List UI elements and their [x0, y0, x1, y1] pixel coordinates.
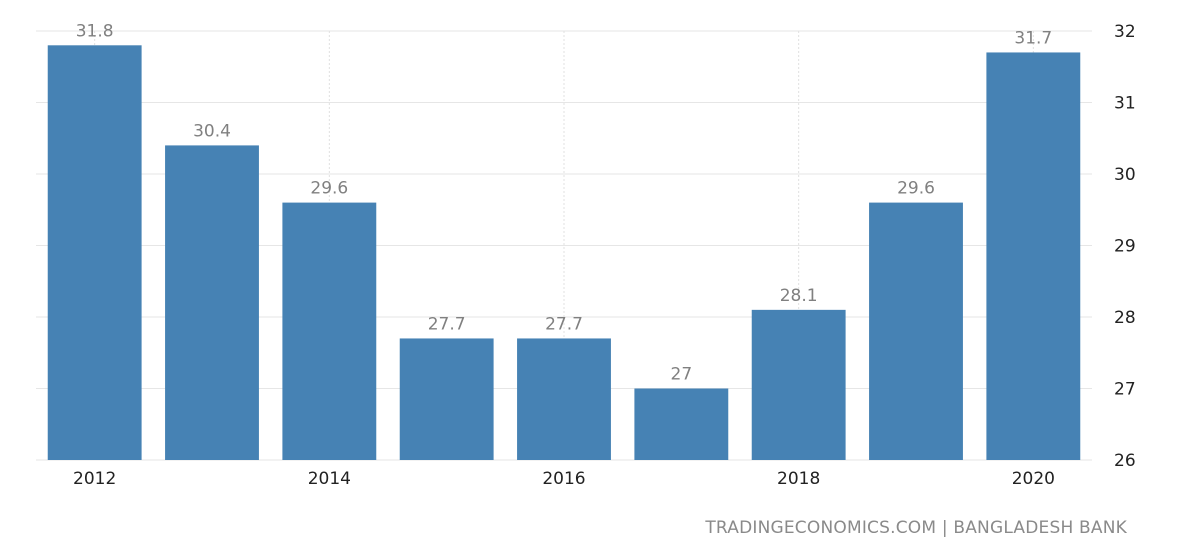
data-label-2015: 27.7: [428, 314, 466, 334]
data-label-2016: 27.7: [545, 314, 583, 334]
data-label-2013: 30.4: [193, 121, 231, 141]
data-label-2019: 29.6: [897, 179, 935, 199]
data-label-2018: 28.1: [780, 286, 818, 306]
y-tick-label: 27: [1114, 380, 1136, 400]
bar-2020[interactable]: [986, 52, 1081, 460]
x-axis: 2012 2014 2016 2018 2020: [73, 469, 1055, 489]
source-credit[interactable]: TRADINGECONOMICS.COM | BANGLADESH BANK: [705, 518, 1127, 538]
y-tick-label: 31: [1114, 94, 1136, 114]
bar-2012[interactable]: [47, 45, 142, 461]
data-label-2012: 31.8: [76, 21, 114, 41]
x-tick-label: 2018: [777, 469, 820, 489]
x-tick-label: 2012: [73, 469, 116, 489]
y-tick-label: 29: [1114, 237, 1136, 257]
x-tick-label: 2016: [542, 469, 585, 489]
y-tick-label: 28: [1114, 308, 1136, 328]
bars: [47, 45, 1081, 461]
y-tick-label: 26: [1114, 451, 1136, 471]
bar-2016[interactable]: [517, 338, 611, 460]
data-label-2020: 31.7: [1014, 28, 1052, 48]
y-axis: 26 27 28 29 30 31 32: [1114, 22, 1136, 471]
bar-2019[interactable]: [869, 202, 963, 460]
bar-2018[interactable]: [751, 309, 846, 460]
bar-2013[interactable]: [165, 145, 259, 460]
data-label-2014: 29.6: [310, 179, 348, 199]
x-tick-label: 2014: [308, 469, 351, 489]
y-tick-label: 30: [1114, 165, 1136, 185]
x-tick-label: 2020: [1012, 469, 1055, 489]
bar-2014[interactable]: [282, 202, 377, 460]
y-tick-label: 32: [1114, 22, 1136, 42]
bar-2017[interactable]: [634, 388, 729, 461]
data-label-2017: 27: [671, 365, 693, 385]
data-labels: 31.8 30.4 29.6 27.7 27.7 27 28.1 29.6 31.7: [76, 21, 1053, 384]
bar-2015[interactable]: [399, 338, 494, 460]
